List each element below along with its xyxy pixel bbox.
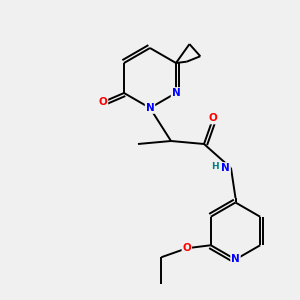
- Text: O: O: [208, 113, 217, 124]
- Text: N: N: [146, 103, 154, 113]
- Text: H: H: [211, 162, 218, 171]
- Text: N: N: [172, 88, 180, 98]
- Text: N: N: [231, 254, 240, 265]
- Text: N: N: [221, 163, 230, 173]
- Text: O: O: [182, 243, 191, 253]
- Text: O: O: [99, 97, 107, 107]
